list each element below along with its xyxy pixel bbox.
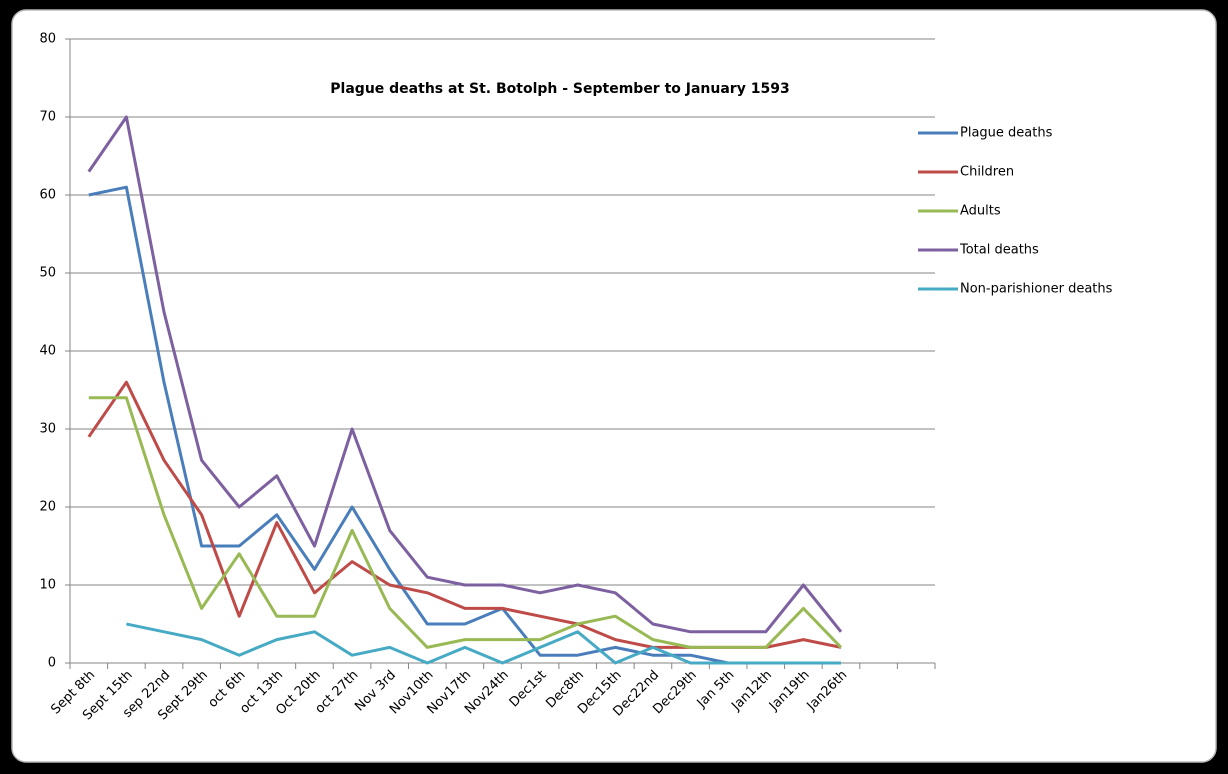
- y-tick-label: 0: [48, 656, 56, 671]
- series-line: [87, 115, 843, 634]
- chart-title: Plague deaths at St. Botolph - September…: [330, 81, 789, 97]
- y-tick-label: 80: [39, 32, 56, 47]
- y-tick-label: 10: [39, 578, 56, 593]
- legend-label: Total deaths: [959, 243, 1039, 258]
- chart-frame: [11, 9, 1217, 763]
- y-tick-label: 50: [39, 266, 56, 281]
- legend-label: Adults: [960, 204, 1001, 219]
- y-tick-label: 70: [39, 110, 56, 125]
- legend-label: Plague deaths: [960, 126, 1053, 141]
- series-line: [88, 396, 843, 649]
- y-tick-label: 40: [39, 344, 56, 359]
- legend-label: Non-parishioner deaths: [960, 282, 1113, 297]
- y-tick-label: 30: [39, 422, 56, 437]
- y-tick-label: 60: [39, 188, 56, 203]
- y-tick-label: 20: [39, 500, 56, 515]
- series-line: [126, 622, 841, 665]
- legend-label: Children: [960, 165, 1014, 180]
